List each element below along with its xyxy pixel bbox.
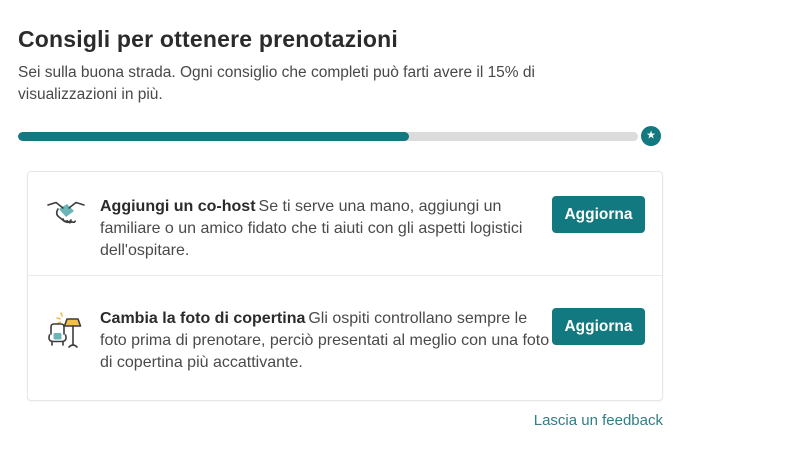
tips-card: Aggiungi un co-host Se ti serve una mano,… xyxy=(27,171,663,401)
tip-title: Aggiungi un co-host xyxy=(100,198,256,215)
update-cohost-button[interactable]: Aggiorna xyxy=(552,196,645,233)
tip-description: Gli ospiti controllano sempre le foto pr… xyxy=(100,310,550,371)
tip-text: Cambia la foto di copertina Gli ospiti co… xyxy=(100,308,552,374)
tip-text: Aggiungi un co-host Se ti serve una mano,… xyxy=(100,196,552,262)
footer: Lascia un feedback xyxy=(0,412,663,430)
tip-row-cover-photo: Cambia la foto di copertina Gli ospiti co… xyxy=(28,275,662,400)
tip-row-cohost: Aggiungi un co-host Se ti serve una mano,… xyxy=(28,172,662,275)
handshake-icon xyxy=(46,198,86,233)
page-subtitle: Sei sulla buona strada. Ogni consiglio c… xyxy=(18,64,535,103)
page-title: Consigli per ottenere prenotazioni xyxy=(18,26,398,52)
tip-title: Cambia la foto di copertina xyxy=(100,310,306,327)
feedback-link[interactable]: Lascia un feedback xyxy=(533,412,663,429)
star-badge-icon: ★ xyxy=(641,126,661,146)
tips-progress: ★ xyxy=(18,126,664,146)
booking-tips-panel: Consigli per ottenere prenotazioni Sei s… xyxy=(0,26,800,459)
armchair-lamp-icon xyxy=(46,310,86,357)
progress-fill xyxy=(18,131,409,141)
star-icon: ★ xyxy=(646,129,656,141)
progress-track xyxy=(18,131,638,141)
update-cover-photo-button[interactable]: Aggiorna xyxy=(552,308,645,345)
tip-description: Se ti serve una mano, aggiungi un famili… xyxy=(100,198,523,259)
